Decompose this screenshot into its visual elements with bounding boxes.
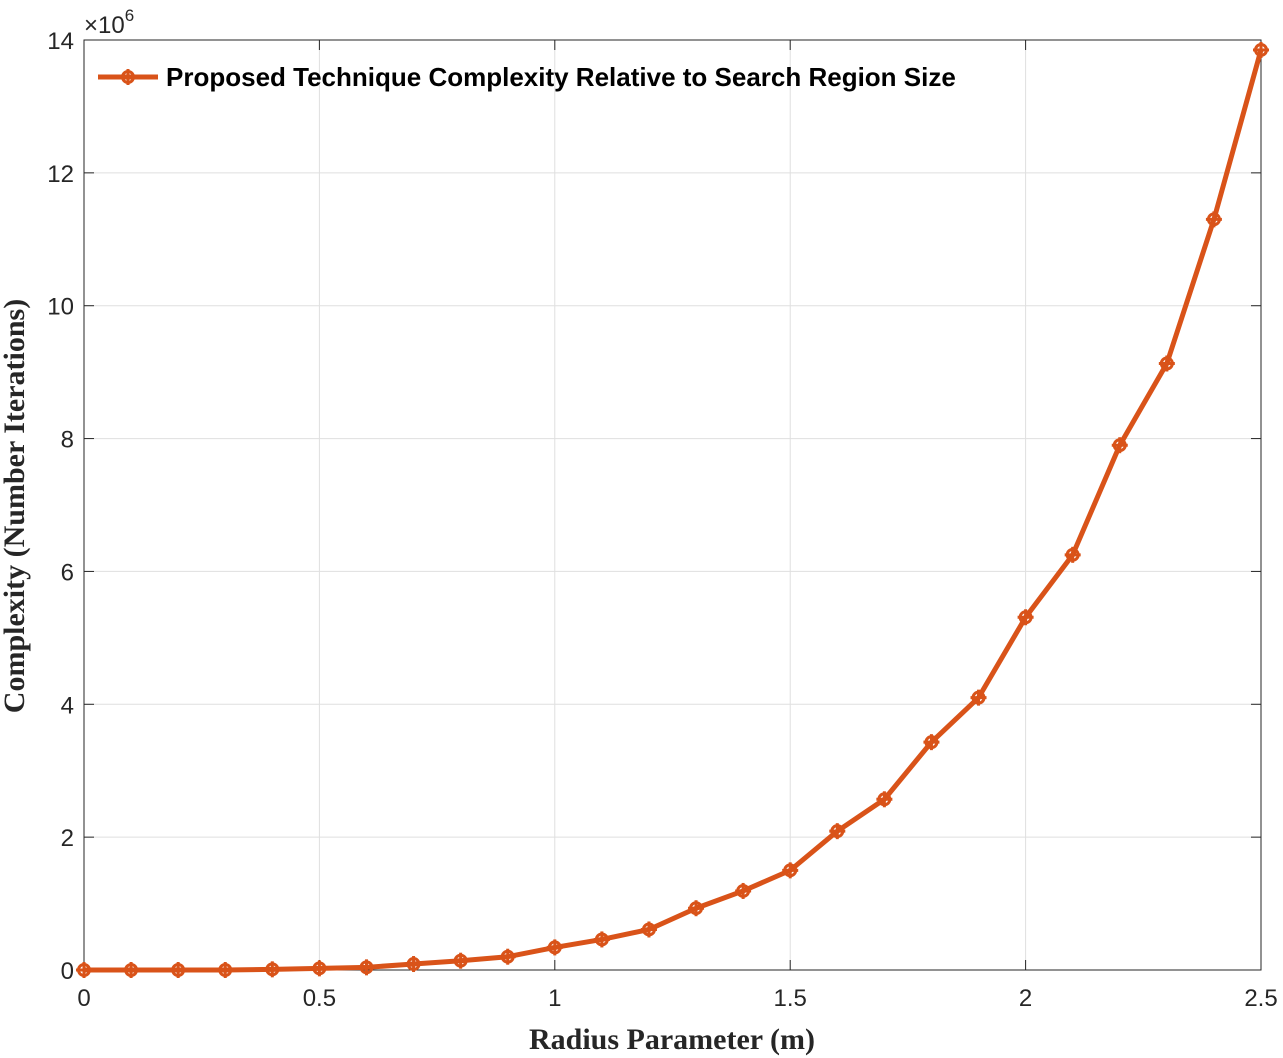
y-exponent-base: ×10	[84, 12, 125, 39]
y-exponent-power: 6	[125, 6, 134, 25]
y-tick-label: 2	[61, 825, 74, 852]
data-point	[264, 961, 281, 978]
data-point	[1158, 355, 1175, 372]
data-point	[76, 962, 92, 978]
x-tick-label: 2.5	[1244, 985, 1277, 1012]
y-tick-label: 8	[61, 427, 74, 454]
x-tick-label: 1.5	[774, 985, 807, 1012]
x-tick-label: 2	[1019, 985, 1032, 1012]
plot-area	[83, 39, 1262, 971]
y-tick-label: 4	[61, 692, 74, 719]
tick-labels: 0 0.5 1 1.5 2 2.5 0 2 4 6 8 10 12 14	[47, 28, 1277, 1012]
data-point	[358, 959, 375, 976]
legend: Proposed Technique Complexity Relative t…	[98, 62, 956, 92]
legend-label: Proposed Technique Complexity Relative t…	[166, 62, 956, 92]
data-point	[640, 921, 657, 938]
data-point	[546, 939, 563, 956]
data-point	[876, 791, 893, 808]
data-point	[1253, 41, 1269, 58]
data-point	[217, 962, 234, 978]
data-point	[1111, 437, 1128, 454]
data-point	[829, 823, 846, 840]
data-point	[499, 948, 516, 965]
y-axis-title: Complexity (Number Iterations)	[0, 299, 31, 713]
data-point	[923, 734, 940, 751]
x-tick-label: 1	[548, 985, 561, 1012]
y-tick-label: 0	[61, 958, 74, 985]
x-tick-label: 0.5	[303, 985, 336, 1012]
data-point	[123, 962, 140, 978]
data-point	[1064, 546, 1081, 563]
y-tick-label: 14	[47, 28, 74, 55]
y-tick-label: 12	[47, 161, 74, 188]
data-point	[1205, 211, 1222, 228]
data-point	[735, 882, 752, 899]
y-exponent-label: ×106	[84, 6, 134, 39]
x-axis-title: Radius Parameter (m)	[529, 1023, 815, 1056]
data-point	[970, 689, 987, 706]
data-point	[170, 962, 187, 978]
data-point	[782, 862, 799, 879]
data-point	[688, 900, 705, 917]
legend-marker	[120, 69, 136, 85]
y-tick-label: 6	[61, 559, 74, 586]
data-point	[593, 931, 610, 948]
data-point	[311, 960, 328, 977]
y-tick-label: 10	[47, 294, 74, 321]
legend-marker-glyph	[120, 69, 136, 85]
data-point	[1017, 609, 1034, 626]
data-point	[452, 952, 469, 969]
data-point	[405, 956, 422, 973]
x-tick-label: 0	[77, 985, 90, 1012]
series-layer	[76, 41, 1269, 978]
